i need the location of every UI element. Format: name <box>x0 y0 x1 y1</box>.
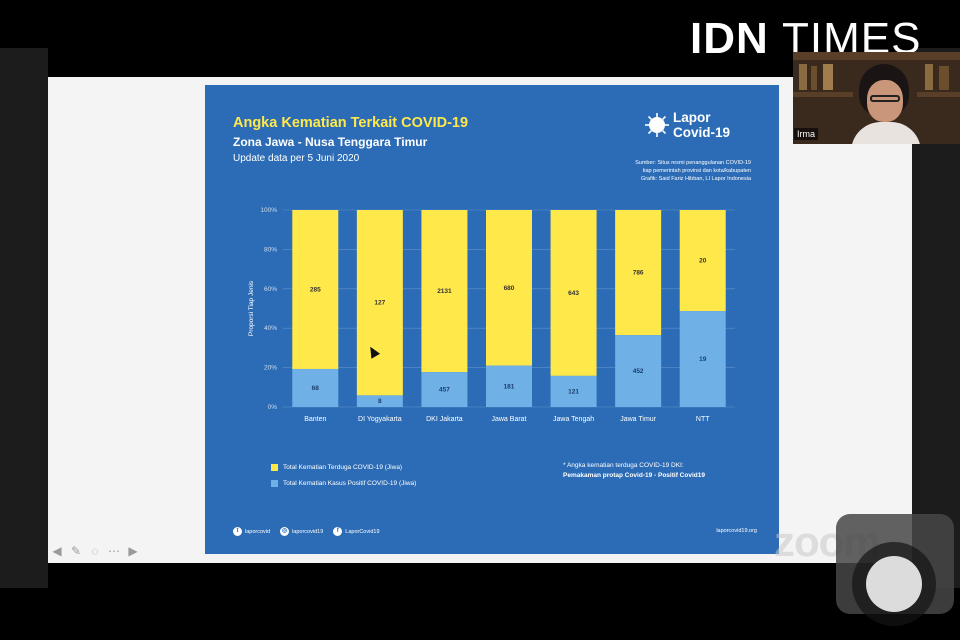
legend-item-suspected: Total Kematian Terduga COVID-19 (Jiwa) <box>271 459 416 475</box>
more-icon[interactable]: ⋯ <box>108 544 120 558</box>
footer-instagram: ◎ laporcovid19 <box>280 527 323 536</box>
instagram-icon: ◎ <box>280 527 290 536</box>
twitter-icon: t <box>233 527 242 536</box>
slide-toolbar: ◀ ✎ ◌ ⋯ ▶ <box>50 544 145 558</box>
data-label-positive: 452 <box>633 368 644 375</box>
y-tick-label: 0% <box>268 404 278 411</box>
legend-item-positive: Total Kematian Kasus Positif COVID-19 (J… <box>271 475 416 491</box>
data-label-positive: 68 <box>312 385 320 392</box>
y-tick-label: 100% <box>260 207 277 214</box>
pen-icon[interactable]: ✎ <box>70 544 82 558</box>
x-tick-label: Jawa Tengah <box>553 416 594 423</box>
bar-suspected <box>679 210 726 312</box>
x-tick-label: DI Yogyakarta <box>358 416 402 423</box>
bar-positive <box>550 375 597 407</box>
data-label-suspected: 680 <box>504 285 515 292</box>
data-label-suspected: 285 <box>310 286 321 293</box>
slide-subtitle: Zona Jawa - Nusa Tenggara Timur <box>233 135 428 149</box>
data-label-suspected: 20 <box>699 258 707 265</box>
source-line3: Grafik: Said Fariz Hibban, LI Lapor Indo… <box>640 176 751 182</box>
data-label-suspected: 127 <box>374 300 385 307</box>
arrow-right-icon[interactable]: ▶ <box>128 544 138 558</box>
arrow-left-icon[interactable]: ◀ <box>52 544 62 558</box>
bar-positive <box>486 365 532 407</box>
y-tick-label: 60% <box>264 286 277 293</box>
legend-label-suspected: Total Kematian Terduga COVID-19 (Jiwa) <box>283 463 403 471</box>
footer-facebook: f LaporCovid19 <box>333 527 380 536</box>
left-panel <box>0 48 48 588</box>
bar-suspected <box>356 210 403 396</box>
chat-icon[interactable]: ◌ <box>91 544 99 558</box>
bar-suspected <box>292 210 339 369</box>
stacked-bar-chart: 0% 20% 40% 60% 80% 100% Proporsi Tiap Jenis 285… <box>248 207 735 423</box>
bar-suspected <box>421 210 468 373</box>
bar-positive <box>356 395 403 407</box>
dki-note: * Angka kematian terduga COVID-19 DKI: P… <box>563 461 743 481</box>
bar-positive <box>292 368 339 407</box>
source-line2: tiap pemerintah provinsi dan kota/kabupa… <box>642 168 751 174</box>
participant-name: Irma <box>794 128 818 140</box>
x-tick-label: DKI Jakarta <box>426 416 463 423</box>
data-label-suspected: 643 <box>568 290 579 297</box>
legend-swatch-positive <box>271 479 278 487</box>
data-label-positive: 457 <box>439 387 450 394</box>
x-tick-label: Jawa Timur <box>620 416 656 423</box>
legend-swatch-suspected <box>271 463 278 471</box>
bar-positive <box>679 311 726 407</box>
logo-line2: Covid-19 <box>673 125 731 140</box>
slide: Angka Kematian Terkait COVID-19 Zona Jaw… <box>205 85 779 554</box>
bar-positive <box>615 335 662 407</box>
chart-legend: Total Kematian Terduga COVID-19 (Jiwa) T… <box>271 459 416 491</box>
website-url: laporcovid19.org <box>716 528 757 534</box>
y-tick-label: 80% <box>264 246 277 253</box>
data-label-suspected: 786 <box>633 270 644 277</box>
note-line2: Pemakaman protap Covid-19 - Positif Covi… <box>563 472 705 479</box>
slide-footer: t laporcovid ◎ laporcovid19 f LaporCovid19 <box>233 527 390 536</box>
bar-suspected <box>615 210 662 336</box>
update-date: Update data per 5 Juni 2020 <box>233 153 360 164</box>
legend-label-positive: Total Kematian Kasus Positif COVID-19 (J… <box>283 479 417 487</box>
webcam-video[interactable] <box>793 52 960 144</box>
footer-twitter: t laporcovid <box>233 527 270 536</box>
x-tick-label: NTT <box>696 416 710 423</box>
data-label-suspected: 2131 <box>437 288 452 295</box>
y-tick-label: 20% <box>264 365 277 372</box>
data-label-positive: 19 <box>699 356 707 363</box>
bar-suspected <box>550 210 597 376</box>
x-tick-label: Jawa Barat <box>491 416 526 423</box>
lapor-covid-logo-text: Lapor Covid-19 <box>673 110 730 140</box>
record-button-center <box>866 556 922 612</box>
instagram-handle: laporcovid19 <box>292 528 324 535</box>
source-note: Sumber: Situs resmi penanggulanan COVID-… <box>551 159 751 183</box>
note-line1: * Angka kematian terduga COVID-19 DKI: <box>563 462 684 469</box>
y-axis-label: Proporsi Tiap Jenis <box>248 280 255 336</box>
facebook-icon: f <box>333 527 343 536</box>
brand-part1: IDN <box>690 14 769 63</box>
bar-suspected <box>486 210 532 366</box>
lapor-covid-virus-icon <box>645 113 669 137</box>
data-label-positive: 8 <box>378 398 382 405</box>
record-button[interactable] <box>836 514 954 626</box>
y-tick-label: 40% <box>264 325 277 332</box>
source-line1: Sumber: Situs resmi penanggulanan COVID-… <box>635 160 751 166</box>
slide-title: Angka Kematian Terkait COVID-19 <box>233 115 469 131</box>
data-label-positive: 181 <box>504 383 515 390</box>
logo-line1: Lapor <box>673 110 711 125</box>
data-label-positive: 121 <box>568 388 579 395</box>
bar-positive <box>421 372 468 407</box>
twitter-handle: laporcovid <box>245 528 271 535</box>
facebook-handle: LaporCovid19 <box>345 528 380 535</box>
x-tick-label: Banten <box>304 416 326 423</box>
